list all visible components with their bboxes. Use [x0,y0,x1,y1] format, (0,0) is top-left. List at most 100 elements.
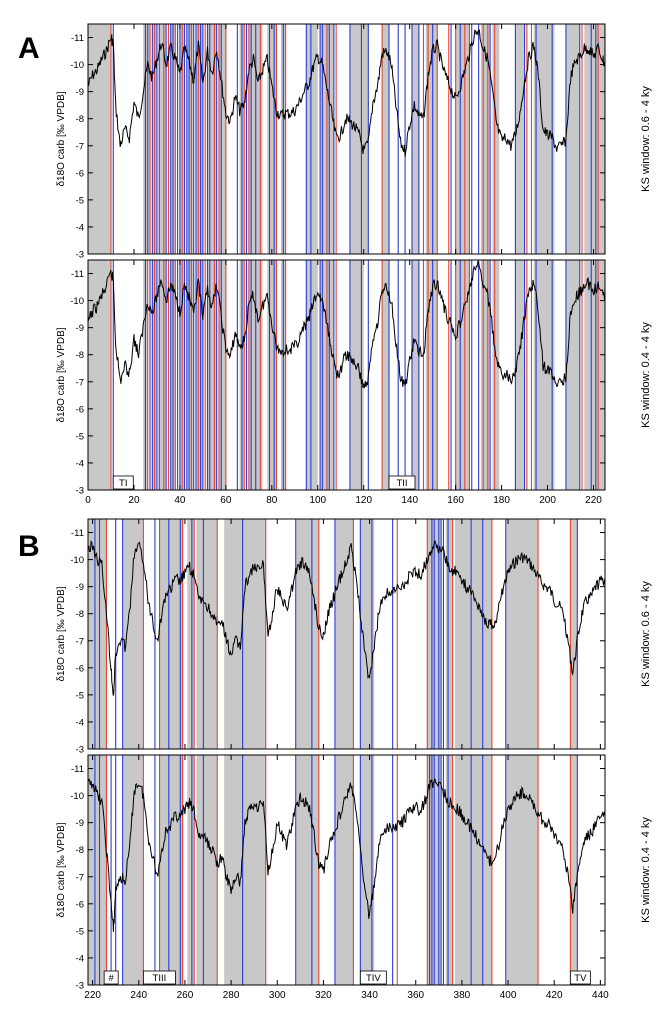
termination-box [569,970,591,985]
y-tick-label: -9 [76,582,84,593]
termination-label: # [109,973,115,984]
x-tick-label: 140 [401,495,418,506]
shaded-interval [196,519,218,749]
shaded-interval [143,24,151,254]
shaded-interval [187,755,195,985]
y-tick-label: -9 [76,87,84,98]
shaded-interval [122,755,144,985]
y-tick-label: -11 [71,33,84,44]
x-tick-label: 200 [539,495,556,506]
y-tick-label: -7 [76,636,84,647]
y-tick-label: -8 [76,845,84,856]
shaded-interval [195,24,203,254]
termination-label: TI [119,478,127,489]
shaded-interval [122,519,144,749]
shaded-interval [88,24,111,254]
shaded-interval [382,24,390,254]
shaded-interval [334,755,354,985]
shaded-interval [218,24,226,254]
y-tick-label: -10 [70,555,84,566]
series-line [88,260,605,389]
x-tick-label: 220 [585,495,602,506]
shaded-interval [445,755,453,985]
shaded-interval [454,755,492,985]
y-tick-label: -10 [70,60,84,71]
shaded-interval [334,519,354,749]
y-tick-label: -11 [71,269,84,280]
termination-box [103,970,119,985]
y-axis-label: δ18O carb [‰ VPDB] [56,327,67,422]
y-axis-label: δ18O carb [‰ VPDB] [56,822,67,917]
shaded-interval [382,260,390,490]
y-tick-label: -5 [76,926,84,937]
y-tick-label: -6 [76,404,84,415]
y-tick-label: -3 [76,745,84,756]
shaded-interval [295,755,319,985]
y-tick-label: -4 [76,458,84,469]
y-tick-label: -11 [71,528,84,539]
y-tick-label: -3 [76,250,84,261]
shaded-interval [349,24,369,254]
chart-1: -11 -10 -9 -8 -7 -6 -5 -4 -3 δ18O carb [‰ VPDB] KS… [56,23,652,261]
y-axis-label: δ18O carb [‰ VPDB] [56,91,67,186]
termination-box [142,970,176,985]
x-tick-label: 420 [546,990,563,1001]
shaded-interval [411,24,419,254]
y-tick-label: -5 [76,431,84,442]
y-tick-label: -8 [76,350,84,361]
plot-frame [87,259,606,491]
x-tick-label: 280 [223,990,240,1001]
y-tick-label: -4 [76,222,84,233]
x-tick-label: 60 [220,495,232,506]
side-label: KS window: 0.6 - 4 ky [640,581,652,687]
shaded-interval [196,755,218,985]
y-tick-label: -7 [76,377,84,388]
shaded-interval [584,24,605,254]
series-line [88,778,605,932]
x-tick-label: 80 [266,495,278,506]
shaded-interval [445,519,453,749]
shaded-interval [306,260,318,490]
side-label: KS window: 0.4 - 4 ky [640,817,652,923]
shaded-interval [425,24,438,254]
x-tick-label: 40 [174,495,186,506]
x-tick-label: 220 [84,990,101,1001]
shaded-interval [492,260,500,490]
shaded-interval [584,260,605,490]
shaded-interval [224,519,266,749]
shaded-interval [455,260,470,490]
shaded-interval [533,24,555,254]
plot-frame [87,23,606,255]
panel-label-a: A [18,32,40,65]
y-tick-label: -9 [76,818,84,829]
x-tick-label: 160 [447,495,464,506]
x-tick-label: 0 [85,495,91,506]
x-tick-label: 380 [454,990,471,1001]
side-label: KS window: 0.4 - 4 ky [640,322,652,428]
shaded-interval [411,260,419,490]
x-tick-label: 120 [355,495,372,506]
y-tick-label: -10 [70,791,84,802]
shaded-interval [267,24,277,254]
shaded-interval [349,260,364,490]
series-line [88,29,605,157]
shaded-interval [570,519,578,749]
shaded-interval [267,260,277,490]
x-tick-label: 340 [361,990,378,1001]
shaded-interval [515,24,525,254]
shaded-interval [565,24,580,254]
shaded-interval [88,755,107,985]
shaded-interval [360,755,375,985]
shaded-interval [207,260,217,490]
y-tick-label: -6 [76,899,84,910]
side-label: KS window: 0.6 - 4 ky [640,86,652,192]
plot-area [88,519,605,749]
shaded-interval [454,519,492,749]
termination-box [388,475,416,490]
shaded-interval [224,755,266,985]
shaded-interval [187,519,195,749]
shaded-interval [425,260,438,490]
shaded-interval [480,260,491,490]
termination-label: TII [396,478,407,489]
